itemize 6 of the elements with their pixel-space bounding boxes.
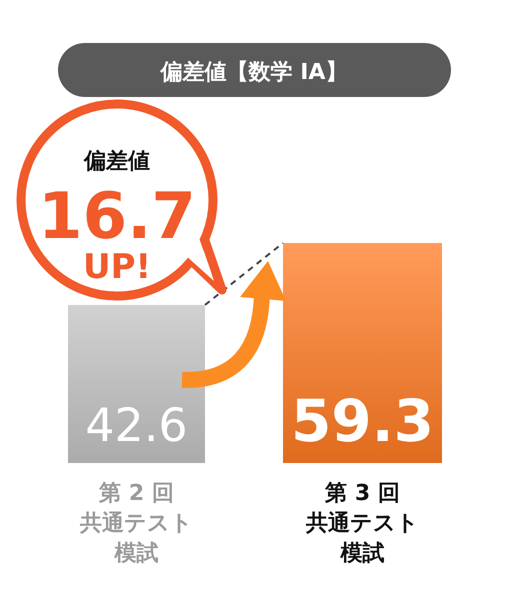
chart-title: 偏差値【数学 IA】	[160, 60, 348, 85]
data-label: 59.3	[290, 387, 434, 455]
x-tick-label: 第 2 回共通テスト模試	[79, 481, 193, 566]
x-tick-label: 第 3 回共通テスト模試	[305, 481, 419, 566]
data-label: 42.6	[85, 398, 188, 452]
annotation: 偏差値 16.7 UP!	[38, 149, 196, 287]
